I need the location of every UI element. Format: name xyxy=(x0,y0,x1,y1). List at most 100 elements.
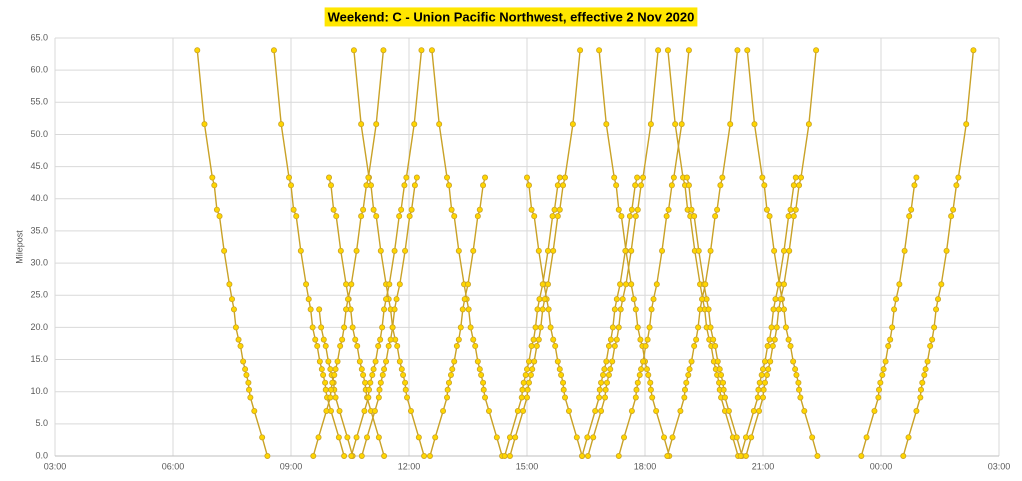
stop-marker xyxy=(350,47,357,54)
stop-marker xyxy=(786,247,793,254)
stop-marker xyxy=(637,336,644,343)
stop-marker xyxy=(792,366,799,373)
stop-marker xyxy=(379,371,386,378)
stop-marker xyxy=(590,434,597,441)
stop-marker xyxy=(615,452,622,459)
stop-marker xyxy=(327,386,334,393)
stop-marker xyxy=(632,394,639,401)
stop-marker xyxy=(634,206,641,213)
stop-marker xyxy=(213,206,220,213)
stop-marker xyxy=(688,358,695,365)
stop-marker xyxy=(394,343,401,350)
stop-marker xyxy=(648,306,655,313)
stop-marker xyxy=(768,324,775,331)
x-tick-label: 00:00 xyxy=(870,461,893,471)
stop-marker xyxy=(354,343,361,350)
stop-marker xyxy=(465,306,472,313)
stop-marker xyxy=(646,324,653,331)
stop-marker xyxy=(514,407,521,414)
stop-marker xyxy=(375,434,382,441)
stop-marker xyxy=(640,358,647,365)
stop-marker xyxy=(744,47,751,54)
stop-marker xyxy=(535,247,542,254)
stop-marker xyxy=(562,174,569,181)
stop-marker xyxy=(771,336,778,343)
stop-marker xyxy=(530,336,537,343)
stop-marker xyxy=(381,452,388,459)
stop-marker xyxy=(335,434,342,441)
x-tick-label: 06:00 xyxy=(162,461,185,471)
stop-marker xyxy=(693,336,700,343)
stop-marker xyxy=(485,407,492,414)
stop-marker xyxy=(370,206,377,213)
stop-marker xyxy=(381,306,388,313)
stop-marker xyxy=(619,296,626,303)
stop-marker xyxy=(685,47,692,54)
stop-marker xyxy=(643,366,650,373)
stop-marker xyxy=(767,358,774,365)
train-line xyxy=(353,50,425,457)
stop-marker xyxy=(398,366,405,373)
x-tick-label: 03:00 xyxy=(988,461,1011,471)
stop-marker xyxy=(532,324,539,331)
stop-marker xyxy=(290,206,297,213)
stop-marker xyxy=(750,407,757,414)
x-tick-label: 12:00 xyxy=(398,461,421,471)
stop-marker xyxy=(640,174,647,181)
stop-marker xyxy=(896,281,903,288)
stop-marker xyxy=(720,379,727,386)
stop-marker xyxy=(506,452,513,459)
stop-marker xyxy=(228,296,235,303)
stop-marker xyxy=(905,434,912,441)
stop-marker xyxy=(734,47,741,54)
stop-marker xyxy=(560,182,567,189)
stop-marker xyxy=(318,324,325,331)
stop-marker xyxy=(763,371,770,378)
stop-marker xyxy=(369,371,376,378)
stop-marker xyxy=(647,386,654,393)
stop-marker xyxy=(307,306,314,313)
stop-marker xyxy=(216,213,223,220)
stop-marker xyxy=(337,343,344,350)
stop-marker xyxy=(882,358,889,365)
stop-marker xyxy=(669,434,676,441)
train-line xyxy=(350,50,423,457)
stop-marker xyxy=(243,371,250,378)
stop-marker xyxy=(900,452,907,459)
stop-marker xyxy=(813,47,820,54)
stop-marker xyxy=(618,213,625,220)
stop-marker xyxy=(358,213,365,220)
stop-marker xyxy=(393,296,400,303)
stop-marker xyxy=(333,213,340,220)
stop-marker xyxy=(444,174,451,181)
stop-marker xyxy=(908,206,915,213)
stop-marker xyxy=(691,343,698,350)
stop-marker xyxy=(584,452,591,459)
stop-marker xyxy=(765,366,772,373)
stop-marker xyxy=(322,379,329,386)
y-tick-label: 40.0 xyxy=(30,193,48,203)
stop-marker xyxy=(232,324,239,331)
stop-marker xyxy=(685,182,692,189)
stop-marker xyxy=(464,281,471,288)
stop-marker xyxy=(628,247,635,254)
stop-marker xyxy=(622,247,629,254)
stop-marker xyxy=(353,247,360,254)
stop-marker xyxy=(531,358,538,365)
stop-marker xyxy=(560,386,567,393)
stop-marker xyxy=(536,296,543,303)
stop-marker xyxy=(472,343,479,350)
stop-marker xyxy=(377,336,384,343)
stop-marker xyxy=(782,324,789,331)
stop-marker xyxy=(644,336,651,343)
stop-marker xyxy=(901,247,908,254)
stop-marker xyxy=(630,296,637,303)
stop-marker xyxy=(531,213,538,220)
stop-marker xyxy=(376,386,383,393)
stop-marker xyxy=(396,358,403,365)
y-tick-label: 60.0 xyxy=(30,65,48,75)
stop-marker xyxy=(611,343,618,350)
stop-marker xyxy=(478,371,485,378)
train-line xyxy=(273,50,345,457)
